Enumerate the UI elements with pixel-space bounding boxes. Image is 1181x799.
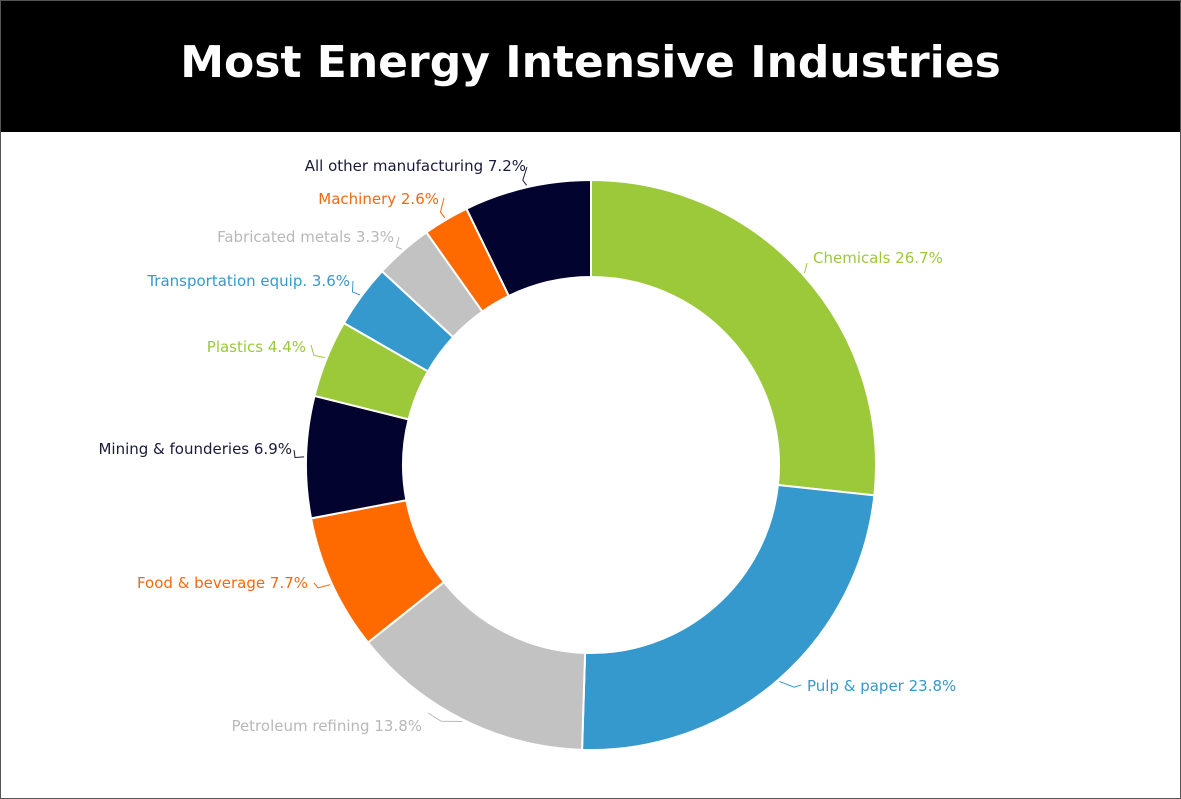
leader-line xyxy=(313,582,331,589)
title-bar: Most Energy Intensive Industries xyxy=(1,1,1180,132)
leader-line xyxy=(395,236,403,250)
leader-line xyxy=(439,197,446,219)
slice-all-other-manufacturing xyxy=(465,178,592,298)
data-label: Fabricated metals 3.3% xyxy=(217,228,394,246)
leader-line xyxy=(351,280,361,296)
slice-pulp-paper xyxy=(581,483,876,751)
leader-line xyxy=(522,166,528,186)
chart-title: Most Energy Intensive Industries xyxy=(180,37,1001,88)
data-label: Mining & founderies 6.9% xyxy=(98,440,292,458)
leader-line xyxy=(293,449,305,458)
slice-chemicals xyxy=(590,178,877,497)
data-label: Pulp & paper 23.8% xyxy=(807,677,956,695)
data-label: Chemicals 26.7% xyxy=(813,249,943,267)
data-label: Transportation equip. 3.6% xyxy=(146,272,350,290)
data-label: All other manufacturing 7.2% xyxy=(305,157,526,175)
data-label: Food & beverage 7.7% xyxy=(137,574,308,592)
leader-line xyxy=(427,712,463,723)
leader-line xyxy=(803,262,808,274)
leader-line xyxy=(310,344,325,359)
data-label: Plastics 4.4% xyxy=(207,338,306,356)
leader-line xyxy=(779,681,802,688)
data-label: Petroleum refining 13.8% xyxy=(231,717,422,735)
data-label: Machinery 2.6% xyxy=(318,190,439,208)
